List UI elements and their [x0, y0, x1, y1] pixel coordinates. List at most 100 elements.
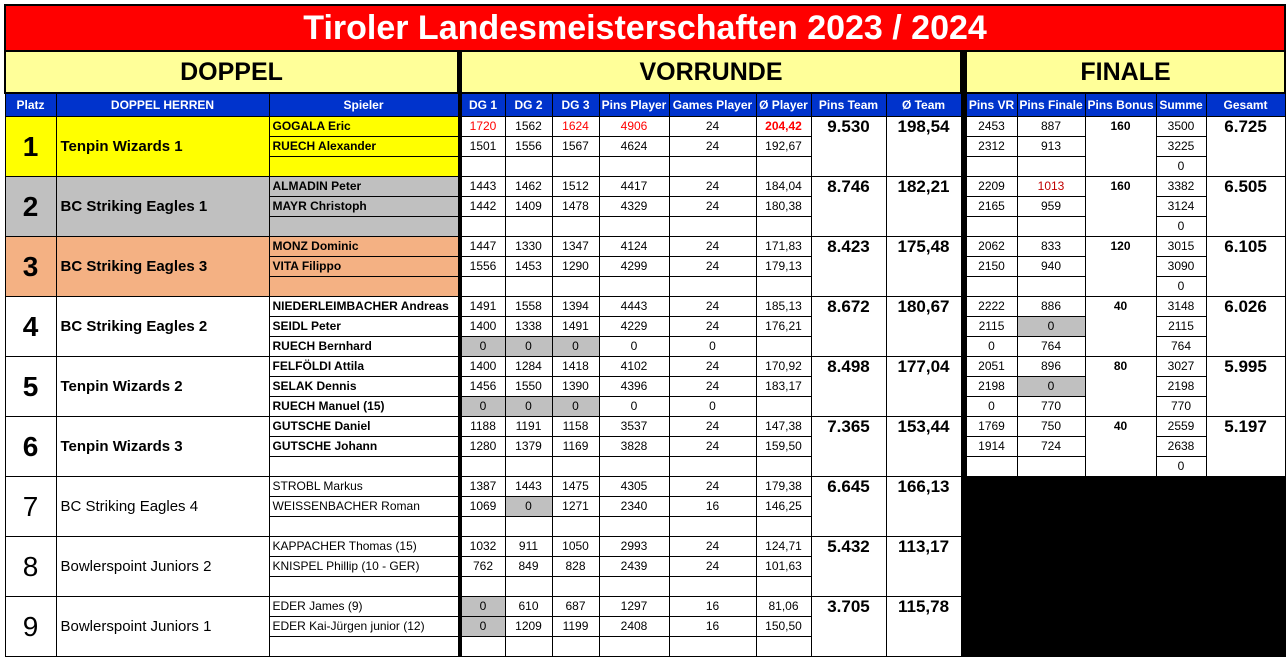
- avg-player: [755, 216, 812, 237]
- dg3-score: 1512: [551, 176, 600, 197]
- pins-finale: 833: [1016, 236, 1086, 257]
- separator: [458, 456, 461, 477]
- pins-vr: [965, 216, 1018, 237]
- player-row: RUECH Alexander 1501 1556 1567 4624 24 192,67 2…: [5, 136, 1285, 157]
- player-row: 5 Tenpin Wizards 2 FELFÖLDI Attila 1400 1284…: [4, 356, 1286, 417]
- avg-player: [755, 276, 812, 297]
- avg-player: 159,50: [755, 436, 812, 457]
- separator: [458, 576, 461, 597]
- dg1-score: 0: [460, 396, 506, 417]
- player-name: STROBL Markus: [268, 476, 459, 497]
- pins-finale: 886: [1016, 296, 1086, 317]
- dg1-score: 0: [460, 596, 506, 617]
- player-row: WEISSENBACHER Roman 1069 0 1271 2340 16 146,25: [5, 496, 1285, 517]
- dg2-score: [504, 156, 553, 177]
- dg3-score: 1418: [551, 356, 600, 377]
- games-player: [668, 636, 757, 657]
- pins-player: [598, 636, 670, 657]
- separator: [458, 396, 461, 417]
- separator: [961, 376, 966, 397]
- pins-vr: [965, 276, 1018, 297]
- separator: [961, 136, 966, 157]
- pins-bonus: 80: [1084, 356, 1157, 417]
- player-name: KAPPACHER Thomas (15): [268, 536, 459, 557]
- avg-team: 177,04: [885, 356, 962, 417]
- dg2-score: 1209: [504, 616, 553, 637]
- dg1-score: 1400: [460, 316, 506, 337]
- dg2-score: 1191: [504, 416, 553, 437]
- games-player: 24: [668, 356, 757, 377]
- dg3-score: 0: [551, 396, 600, 417]
- pins-bonus: 40: [1084, 296, 1157, 357]
- dg2-score: [504, 576, 553, 597]
- dg1-score: [460, 636, 506, 657]
- pins-vr: 2150: [965, 256, 1018, 277]
- avg-player: 124,71: [755, 536, 812, 557]
- player-row: 1 Tenpin Wizards 1 GOGALA Eric 1720 1562 1624…: [4, 116, 1286, 177]
- dg2-score: [504, 636, 553, 657]
- pins-team: 8.746: [810, 176, 887, 237]
- pins-finale: 887: [1016, 116, 1086, 137]
- header-summe: Summe: [1155, 92, 1207, 117]
- dg2-score: 1562: [504, 116, 553, 137]
- team-rank: 4: [4, 296, 57, 357]
- player-name: FELFÖLDI Attila: [268, 356, 459, 377]
- separator: [961, 116, 966, 137]
- separator: [961, 616, 966, 637]
- player-row: 6 Tenpin Wizards 3 GUTSCHE Daniel 1188 1191 1…: [4, 416, 1286, 477]
- separator: [961, 476, 966, 497]
- pins-vr: [965, 156, 1018, 177]
- summe: 2559: [1155, 416, 1207, 437]
- pins-vr: 2312: [965, 136, 1018, 157]
- dg1-score: 1280: [460, 436, 506, 457]
- games-player: [668, 276, 757, 297]
- dg1-score: 1501: [460, 136, 506, 157]
- player-name: GOGALA Eric: [268, 116, 459, 137]
- separator: [458, 376, 461, 397]
- pins-finale: [1016, 276, 1086, 297]
- pins-player: 0: [598, 396, 670, 417]
- games-player: 24: [668, 236, 757, 257]
- separator: [458, 516, 461, 537]
- separator: [961, 536, 966, 557]
- pins-team: 6.645: [810, 476, 887, 537]
- separator: [961, 276, 966, 297]
- pins-bonus: 40: [1084, 416, 1157, 477]
- separator: [961, 176, 966, 197]
- avg-player: 204,42: [755, 116, 812, 137]
- games-player: 24: [668, 536, 757, 557]
- player-row: [5, 636, 1285, 657]
- player-name: RUECH Bernhard: [268, 336, 459, 357]
- avg-player: [755, 336, 812, 357]
- separator: [961, 576, 966, 597]
- separator: [458, 636, 461, 657]
- pins-player: 4443: [598, 296, 670, 317]
- pins-finale: 770: [1016, 396, 1086, 417]
- pins-finale: [1016, 156, 1086, 177]
- pins-player: 3828: [598, 436, 670, 457]
- separator: [458, 476, 461, 497]
- avg-player: 146,25: [755, 496, 812, 517]
- avg-player: 179,38: [755, 476, 812, 497]
- separator: [458, 336, 461, 357]
- pins-vr: 2453: [965, 116, 1018, 137]
- player-name: RUECH Alexander: [268, 136, 459, 157]
- team-name: Bowlerspoint Juniors 2: [55, 536, 270, 597]
- separator: [458, 316, 461, 337]
- pins-player: [598, 216, 670, 237]
- summe: 3500: [1155, 116, 1207, 137]
- team-name: BC Striking Eagles 2: [55, 296, 270, 357]
- summe: 2115: [1155, 316, 1207, 337]
- pins-player: 4124: [598, 236, 670, 257]
- pins-finale: 0: [1016, 376, 1086, 397]
- section-doppel: DOPPEL: [4, 50, 459, 94]
- games-player: 24: [668, 376, 757, 397]
- header-avg-player: Ø Player: [755, 92, 812, 117]
- games-player: 16: [668, 496, 757, 517]
- gesamt: 6.725: [1205, 116, 1286, 177]
- dg3-score: [551, 576, 600, 597]
- pins-player: 4229: [598, 316, 670, 337]
- dg2-score: 911: [504, 536, 553, 557]
- pins-vr: 1914: [965, 436, 1018, 457]
- header-dg2: DG 2: [504, 92, 553, 117]
